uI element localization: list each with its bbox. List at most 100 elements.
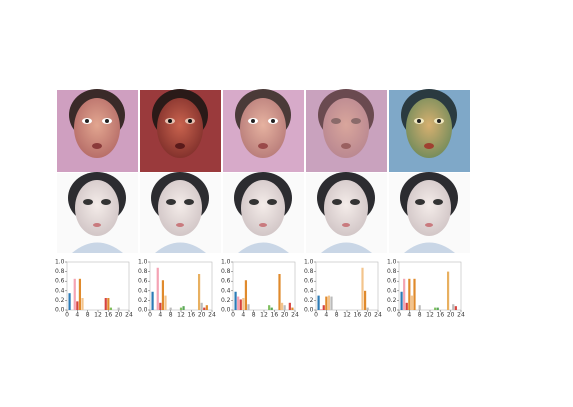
bar	[164, 295, 167, 310]
eye	[415, 199, 425, 205]
avatar	[140, 172, 221, 253]
bar	[242, 298, 245, 310]
y-tick-label: 1.0	[387, 259, 397, 266]
bar-chart: 0.0 0.2 0.4 0.6 0.8 1.0 0 4 8 12 16 20 24	[55, 259, 133, 319]
x-tick-label: 12	[177, 312, 185, 319]
bar	[283, 305, 286, 310]
bar	[73, 278, 76, 310]
bar	[161, 280, 165, 310]
bar	[234, 291, 237, 310]
y-tick-label: 0.2	[138, 297, 148, 304]
x-tick-label: 0	[231, 312, 235, 319]
bar-chart: 0.0 0.2 0.4 0.6 0.8 1.0 0 4 8 12 16 20 24	[387, 259, 465, 319]
x-tick-label: 20	[115, 312, 123, 319]
shoulders	[321, 242, 372, 253]
face	[241, 180, 285, 236]
x-tick-label: 16	[271, 312, 279, 319]
bar	[200, 302, 203, 310]
y-tick-label: 0.6	[55, 278, 65, 285]
face-photos	[57, 89, 470, 172]
bar	[197, 274, 201, 310]
x-tick-label: 20	[364, 312, 372, 319]
face	[407, 180, 451, 236]
bar	[291, 307, 294, 310]
bar	[247, 304, 250, 310]
bar	[410, 295, 414, 310]
bar	[361, 267, 364, 310]
photo	[389, 89, 470, 172]
shoulders	[72, 242, 123, 253]
x-tick-label: 0	[148, 312, 152, 319]
shoulders	[404, 242, 455, 253]
y-tick-label: 0.8	[55, 268, 65, 275]
avatar	[57, 172, 138, 253]
bar	[434, 307, 437, 310]
face	[324, 180, 368, 236]
bar	[117, 307, 120, 310]
charts: 0.00.20.40.60.81.00 4 8 12 16 20 240.00.20.40.…	[55, 259, 465, 319]
y-tick-label: 0.2	[55, 297, 65, 304]
photo	[57, 89, 138, 172]
y-tick-label: 0.8	[221, 268, 231, 275]
y-tick-label: 0.0	[221, 307, 231, 314]
avatar	[223, 172, 304, 253]
bar	[109, 307, 113, 310]
y-tick-label: 1.0	[138, 259, 148, 266]
photo	[306, 89, 387, 172]
bar	[405, 302, 408, 310]
bar	[270, 307, 273, 310]
bar	[203, 307, 206, 310]
avatar	[306, 172, 387, 253]
x-tick-label: 12	[94, 312, 102, 319]
bar	[363, 290, 367, 310]
y-tick-label: 0.6	[304, 278, 314, 285]
avatar-renders	[57, 172, 470, 253]
x-tick-label: 16	[354, 312, 362, 319]
eye	[166, 199, 176, 205]
y-tick-label: 0.4	[304, 287, 314, 294]
x-tick-label: 8	[86, 312, 90, 319]
eye	[184, 199, 194, 205]
y-tick-label: 1.0	[55, 259, 65, 266]
y-tick-label: 0.8	[138, 268, 148, 275]
eye	[101, 199, 111, 205]
y-tick-label: 0.0	[138, 307, 148, 314]
bar	[244, 280, 248, 310]
x-tick-label: 4	[158, 312, 162, 319]
eye	[332, 199, 342, 205]
mouth	[259, 223, 267, 227]
bar	[76, 301, 79, 310]
bar	[325, 296, 328, 310]
x-tick-label: 16	[188, 312, 196, 319]
mouth	[342, 223, 350, 227]
x-tick-label: 24	[208, 312, 216, 319]
x-tick-label: 4	[407, 312, 411, 319]
eye	[83, 199, 93, 205]
x-tick-label: 20	[198, 312, 206, 319]
mouth	[176, 223, 184, 227]
x-tick-label: 24	[374, 312, 382, 319]
x-tick-label: 16	[437, 312, 445, 319]
x-tick-label: 0	[65, 312, 69, 319]
bar	[418, 305, 421, 310]
y-tick-label: 0.4	[221, 287, 231, 294]
x-tick-label: 0	[397, 312, 401, 319]
y-tick-label: 0.8	[387, 268, 397, 275]
bar	[413, 278, 416, 310]
bar	[237, 296, 240, 310]
bar-chart: 0.0 0.2 0.4 0.6 0.8 1.0 0 4 8 12 16 20 24	[221, 259, 299, 319]
bar	[169, 307, 172, 310]
y-tick-label: 0.8	[304, 268, 314, 275]
y-tick-label: 0.6	[387, 278, 397, 285]
eye	[267, 199, 277, 205]
y-tick-label: 0.6	[138, 278, 148, 285]
y-tick-label: 0.4	[55, 287, 65, 294]
y-tick-label: 0.0	[55, 307, 65, 314]
y-tick-label: 0.2	[304, 297, 314, 304]
bar	[317, 295, 320, 310]
bar	[327, 295, 331, 310]
x-tick-label: 4	[241, 312, 245, 319]
bar	[151, 291, 154, 310]
mouth	[425, 223, 433, 227]
